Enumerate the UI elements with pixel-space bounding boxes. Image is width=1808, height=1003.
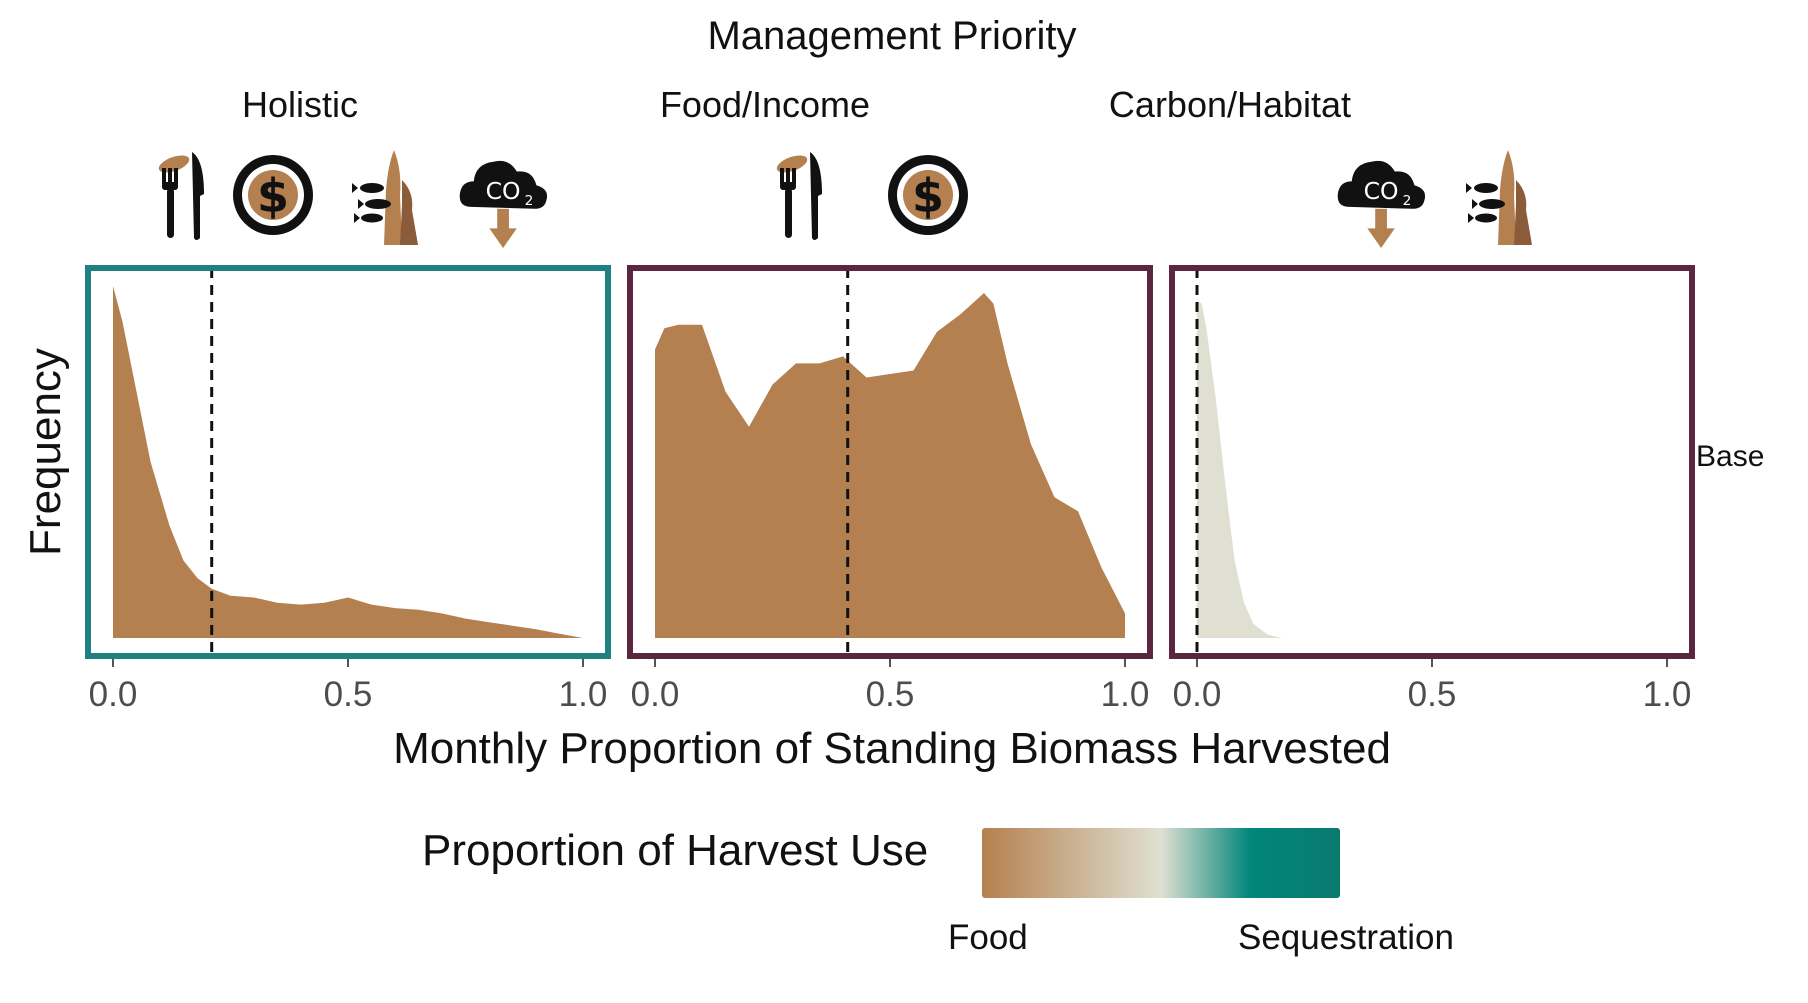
x-tick-label-2-0: 0.0	[1173, 675, 1222, 714]
income-icon	[888, 155, 968, 235]
x-tick-label-2-1: 0.5	[1408, 675, 1457, 714]
panel-frame-1	[627, 265, 1153, 659]
legend-colorbar	[982, 828, 1340, 898]
legend-title: Proportion of Harvest Use	[422, 826, 929, 875]
habitat-icon	[352, 150, 418, 245]
density-area-1	[655, 293, 1125, 638]
figure-title: Management Priority	[707, 14, 1077, 58]
facet-title-holistic: Holistic	[241, 84, 358, 125]
x-tick-label-0-2: 1.0	[559, 675, 608, 714]
income-icon	[233, 155, 313, 235]
x-tick-label-1-2: 1.0	[1101, 675, 1150, 714]
panel-frame-2	[1169, 265, 1695, 659]
density-area-0	[113, 286, 583, 638]
x-tick-label-0-1: 0.5	[324, 675, 373, 714]
food-icon	[774, 151, 822, 240]
facet-title-food-income: Food/Income	[659, 84, 871, 125]
panel-frame-0	[85, 265, 611, 659]
row-strip-label: Base	[1696, 440, 1765, 473]
x-tick-label-1-0: 0.0	[631, 675, 680, 714]
x-axis-label: Monthly Proportion of Standing Biomass H…	[393, 724, 1391, 773]
facet-title-carbon-habitat: Carbon/Habitat	[1108, 84, 1352, 125]
legend-low-label: Food	[948, 918, 1028, 957]
x-tick-label-1-1: 0.5	[866, 675, 915, 714]
legend-high-label: Sequestration	[1238, 918, 1454, 957]
x-tick-label-2-2: 1.0	[1643, 675, 1692, 714]
carbon-icon	[1337, 160, 1426, 248]
carbon-icon	[459, 160, 548, 248]
density-area-2	[1197, 300, 1282, 638]
habitat-icon	[1466, 150, 1532, 245]
food-icon	[156, 151, 204, 240]
y-axis-label: Frequency	[21, 348, 70, 556]
x-tick-label-0-0: 0.0	[89, 675, 138, 714]
